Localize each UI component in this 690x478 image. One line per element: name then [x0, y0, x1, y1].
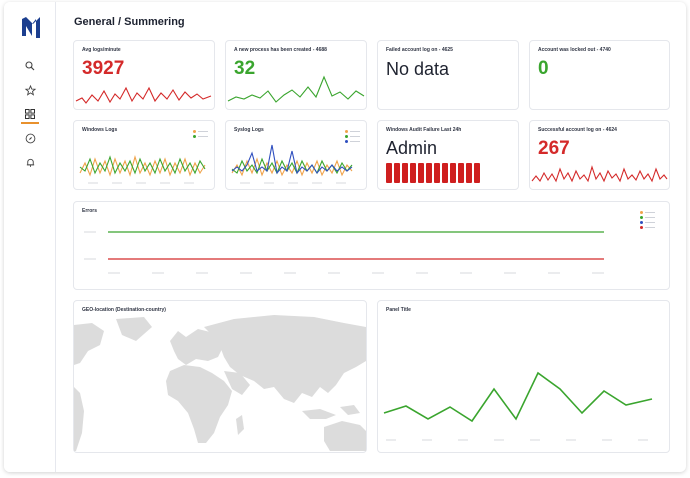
world-map[interactable] — [74, 301, 366, 452]
panel-errors[interactable]: Errors — [73, 201, 670, 290]
legend — [640, 211, 655, 229]
panel-failed-logon[interactable]: Failed account log on - 4625 No data — [377, 40, 519, 110]
panel-panel-title[interactable]: Panel Title — [377, 300, 670, 453]
panel-value: 3927 — [82, 58, 125, 79]
line-chart-syslog-logs — [231, 144, 353, 184]
panel-audit-failure[interactable]: Windows Audit Failure Last 24h Admin — [377, 120, 519, 190]
page-title: General / Summering — [74, 16, 185, 28]
panel-title: Errors — [82, 208, 98, 214]
dashboard-window: General / Summering Avg logs/minute 3927… — [4, 2, 686, 472]
bell-icon[interactable] — [22, 154, 38, 170]
bar-gauge-segment — [458, 163, 464, 183]
bar-gauge-segment — [402, 163, 408, 183]
panel-geo-location[interactable]: GEO-location (Destination-country) — [73, 300, 367, 453]
panel-title: Panel Title — [386, 307, 411, 313]
sidebar — [4, 2, 56, 472]
line-chart-panel-title — [383, 371, 653, 441]
bar-gauge-segment — [410, 163, 416, 183]
compass-icon[interactable] — [22, 130, 38, 146]
panel-value: 32 — [234, 58, 256, 79]
line-chart-windows-logs — [79, 155, 206, 184]
panel-title: Avg logs/minute — [82, 47, 121, 53]
dashboard-grid-icon[interactable] — [22, 106, 38, 122]
panel-value: No data — [386, 59, 450, 79]
bar-gauge-segment — [450, 163, 456, 183]
panel-windows-logs[interactable]: Windows Logs — [73, 120, 215, 190]
legend — [345, 130, 360, 143]
panel-locked-out[interactable]: Account was locked out - 4740 0 — [529, 40, 670, 110]
sparkline-avg-logs — [75, 86, 212, 104]
panel-new-process[interactable]: A new process has been created - 4688 32 — [225, 40, 367, 110]
panel-title: Account was locked out - 4740 — [538, 47, 611, 53]
bar-gauge-segment — [434, 163, 440, 183]
bar-gauge-segment — [474, 163, 480, 183]
panel-title: Successful account log on - 4624 — [538, 127, 617, 133]
star-icon[interactable] — [22, 82, 38, 98]
panel-title: Windows Logs — [82, 127, 118, 133]
legend — [193, 130, 208, 138]
panel-title: Failed account log on - 4625 — [386, 47, 453, 53]
bar-gauge-segment — [466, 163, 472, 183]
brand-logo[interactable] — [20, 16, 42, 40]
panel-title: Syslog Logs — [234, 127, 264, 133]
bar-gauge-segment — [418, 163, 424, 183]
panel-successful-logon[interactable]: Successful account log on - 4624 267 — [529, 120, 670, 190]
sparkline-successful-logon — [531, 165, 668, 183]
bar-gauge-segment — [442, 163, 448, 183]
panel-avg-logs[interactable]: Avg logs/minute 3927 — [73, 40, 215, 110]
panel-title: Windows Audit Failure Last 24h — [386, 127, 462, 133]
bar-gauge-segment — [394, 163, 400, 183]
sparkline-new-process — [227, 75, 365, 103]
bar-gauge-segment — [386, 163, 392, 183]
bar-gauge-segment — [426, 163, 432, 183]
panel-value: 0 — [538, 58, 549, 79]
bar-gauge — [386, 163, 480, 183]
line-chart-errors — [84, 231, 604, 274]
panel-syslog-logs[interactable]: Syslog Logs — [225, 120, 367, 190]
panel-value: 267 — [538, 138, 570, 159]
panel-title: GEO-location (Destination-country) — [82, 307, 166, 313]
search-icon[interactable] — [22, 58, 38, 74]
active-nav-indicator — [21, 122, 39, 124]
panel-title: A new process has been created - 4688 — [234, 47, 327, 53]
panel-value: Admin — [386, 138, 438, 158]
